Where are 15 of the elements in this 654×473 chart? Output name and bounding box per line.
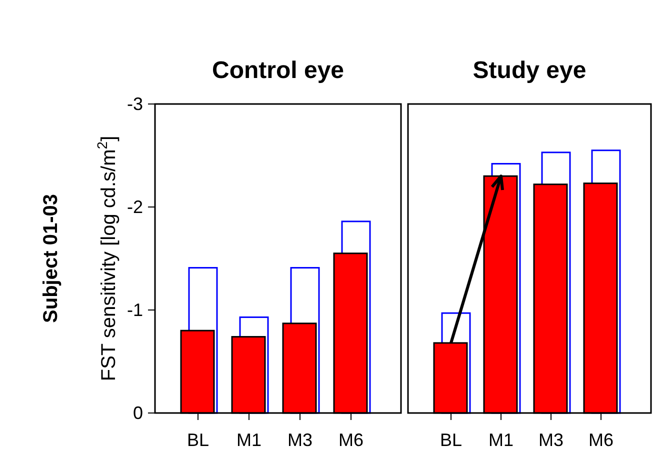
x-tick-label: M3: [287, 430, 313, 450]
x-tick-label: M1: [488, 430, 514, 450]
y-tick-label: -3: [126, 94, 143, 114]
y-tick-label: 0: [132, 403, 143, 423]
x-tick-label: BL: [186, 430, 210, 450]
chart-title: Control eye: [212, 57, 344, 84]
chart-title: Study eye: [472, 57, 586, 84]
x-tick-label: M6: [338, 430, 364, 450]
x-tick-label: M3: [538, 430, 564, 450]
y-tick-label: -2: [126, 197, 143, 217]
x-tick-label: BL: [440, 430, 462, 450]
x-tick-label: M6: [588, 430, 614, 450]
x-tick-label: M1: [236, 430, 262, 450]
text: Subject 01-03: [40, 194, 62, 323]
y-tick-label: -1: [126, 300, 143, 320]
